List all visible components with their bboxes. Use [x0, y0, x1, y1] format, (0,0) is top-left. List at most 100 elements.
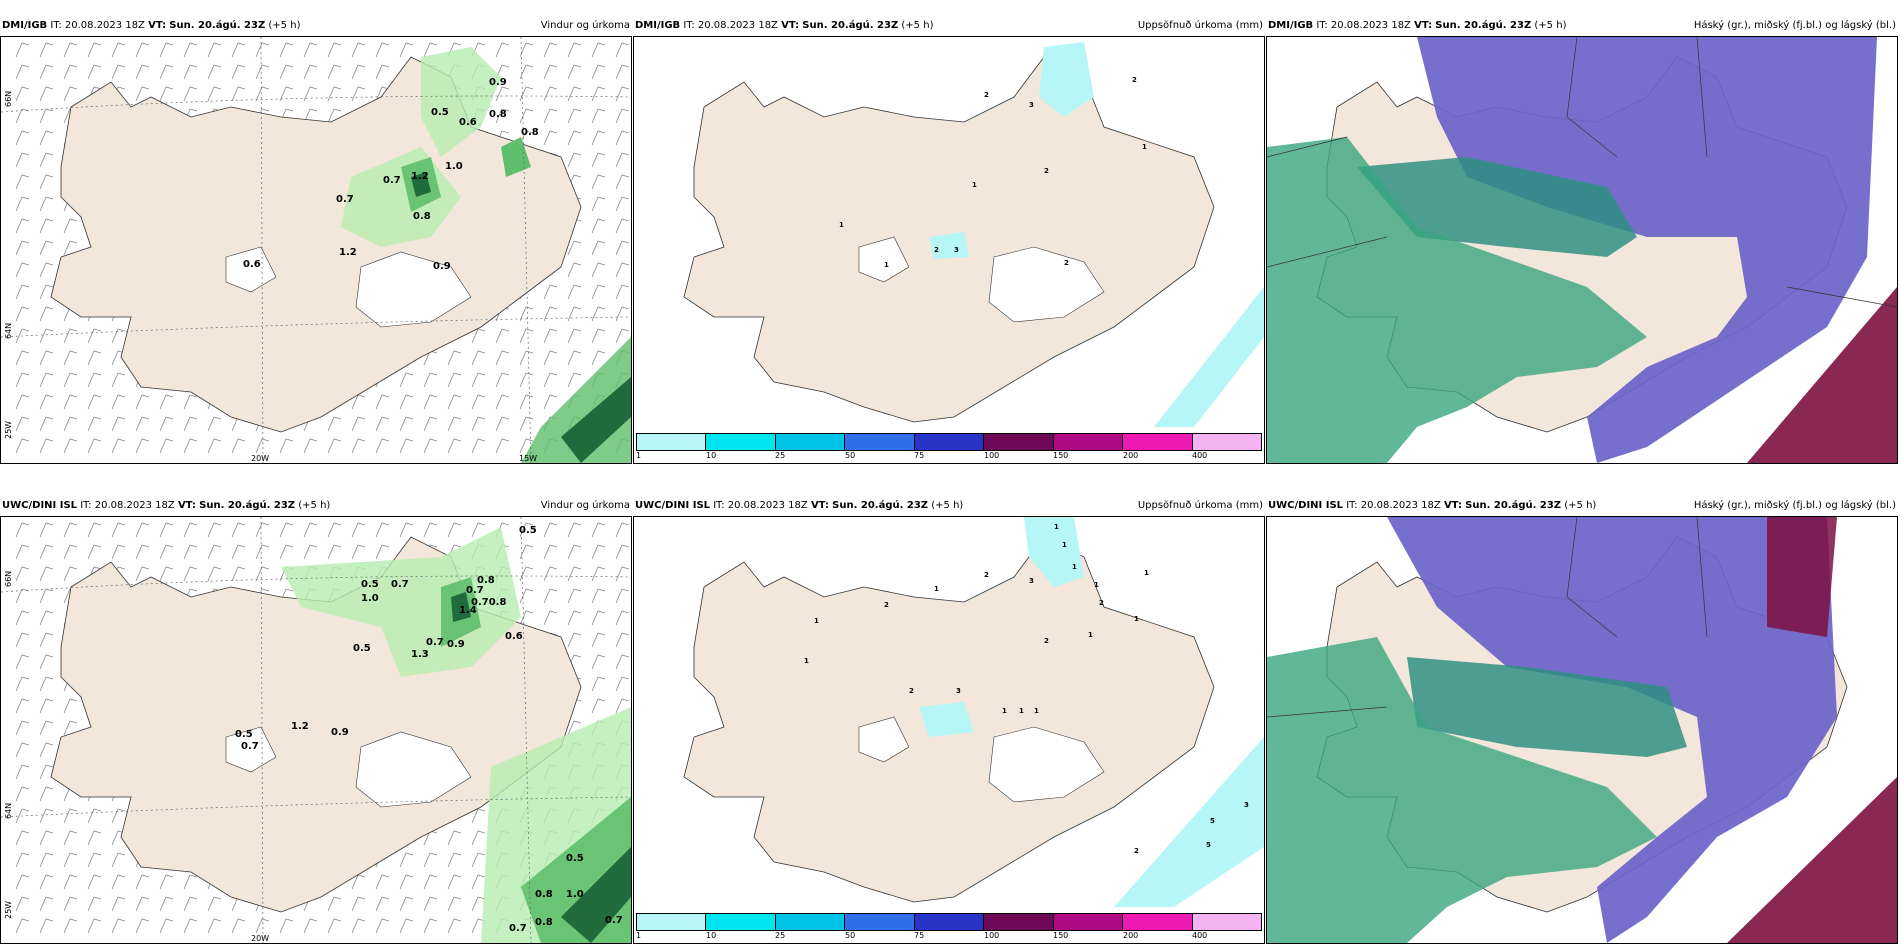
colorbar-labels: 1 10 25 50 75 100 150 200 400: [636, 931, 1262, 943]
precip-area: [411, 172, 431, 197]
precip-value: 1: [1142, 143, 1147, 151]
map-accumulated-precip[interactable]: 1 1 1 2 3 1 1 2 1 2 2 1 1 1 1 2 3 1 1 1: [633, 516, 1265, 944]
precip-value: 1: [1072, 563, 1077, 571]
it-value: 20.08.2023 18Z: [94, 500, 175, 511]
precip-value: 3: [954, 246, 959, 254]
vt-value: Sun. 20.ágú. 23Z: [169, 20, 266, 31]
precip-value: 0.5: [361, 579, 379, 590]
colorbar-tick: 10: [706, 451, 717, 460]
precip-value: 0.9: [447, 639, 465, 650]
map-wind-precip[interactable]: 0.9 0.5 0.6 0.8 0.8 0.7 1.0 0.7 1.2 0.8 …: [0, 36, 632, 464]
panel-title: Uppsöfnuð úrkoma (mm): [1137, 20, 1263, 31]
precip-value: 3: [1244, 801, 1249, 809]
lat-label: 64N: [4, 323, 13, 339]
colorbar-tick: 200: [1123, 451, 1139, 460]
precip-value: 1: [814, 617, 819, 625]
precip-value: 0.6: [243, 259, 261, 270]
colorbar: [636, 913, 1262, 931]
precip-value: 0.5: [431, 107, 449, 118]
vt-label: VT:: [1443, 500, 1462, 511]
precip-area: [451, 592, 471, 622]
model-name: UWC/DINI ISL: [635, 500, 711, 511]
colorbar-cell: [1053, 434, 1124, 450]
precip-value: 1.0: [445, 161, 463, 172]
map-cloud-cover[interactable]: [1266, 516, 1898, 944]
precip-map: 2 3 2 1 2 1 1 1 2 3 2: [683, 42, 1264, 427]
glacier: [858, 236, 910, 283]
precip-value: 0.9: [433, 261, 451, 272]
cb-cloud-area: [1747, 287, 1897, 463]
colorbar-cell: [775, 914, 846, 930]
map-wind-precip[interactable]: 0.5 0.8 0.5 0.7 1.0 0.7 0.70.8 1.4 0.7 0…: [0, 516, 632, 944]
it-label: IT:: [50, 20, 62, 31]
precip-value: 0.7: [336, 194, 354, 205]
glacier: [988, 246, 1105, 323]
lead-time: (+5 h): [901, 20, 934, 31]
precip-value: 1: [1034, 707, 1039, 715]
precip-value: 1: [1002, 707, 1007, 715]
precip-value: 1: [934, 585, 939, 593]
mid-cloud-area: [1407, 657, 1687, 757]
colorbar-tick: 150: [1053, 931, 1069, 940]
precip-value: 0.9: [331, 727, 349, 738]
precip-value: 2: [909, 687, 914, 695]
precip-value: 2: [984, 571, 989, 579]
colorbar-tick: 50: [845, 451, 856, 460]
colorbar-cell: [914, 914, 985, 930]
vt-label: VT:: [1414, 20, 1433, 31]
cb-cloud-area: [1727, 777, 1897, 943]
panel-title: Vindur og úrkoma: [540, 500, 630, 511]
colorbar-cell: [706, 914, 776, 930]
colorbar-tick: 1: [636, 931, 642, 940]
precip-value: 2: [1132, 76, 1137, 84]
colorbar-cell: [637, 434, 707, 450]
precip-value: 1: [1062, 541, 1067, 549]
precip-value: 0.6: [505, 631, 523, 642]
panel-title: Uppsöfnuð úrkoma (mm): [1137, 500, 1263, 511]
precip-value: 1: [1094, 581, 1099, 589]
colorbar-labels: 1 10 25 50 75 100 150 200 400: [636, 451, 1262, 463]
it-label: IT:: [80, 500, 92, 511]
colorbar-cell: [775, 434, 846, 450]
precip-area: [1039, 42, 1094, 117]
vt-label: VT:: [810, 500, 829, 511]
precip-value: 0.6: [459, 117, 477, 128]
precip-value: 1: [1019, 707, 1024, 715]
wind-labels: 0.9 0.5 0.6 0.8 0.8 0.7 1.0 0.7 1.2 0.8 …: [243, 77, 539, 272]
map-cloud-cover[interactable]: [1266, 36, 1898, 464]
precip-value: 0.70.8: [471, 597, 506, 608]
precip-value: 1: [1144, 569, 1149, 577]
precip-value: 1.3: [411, 649, 429, 660]
colorbar-tick: 75: [914, 931, 925, 940]
precip-value: 0.5: [519, 525, 537, 536]
precip-value: 0.9: [489, 77, 507, 88]
vt-value: Sun. 20.ágú. 23Z: [1435, 20, 1532, 31]
lead-time: (+5 h): [268, 20, 301, 31]
grid-lines: [1, 37, 631, 463]
precip-value: 3: [956, 687, 961, 695]
panel-header: DMI/IGB IT: 20.08.2023 18Z VT: Sun. 20.á…: [1266, 16, 1898, 36]
precip-area: [1114, 737, 1264, 907]
precip-value: 2: [1064, 259, 1069, 267]
precip-map: 1 1 1 2 3 1 1 2 1 2 2 1 1 1 1 2 3 1 1 1: [683, 517, 1264, 907]
precip-area: [929, 232, 969, 259]
lat-label: 66N: [4, 571, 13, 587]
colorbar-tick: 75: [914, 451, 925, 460]
cloud-map: [1267, 517, 1897, 943]
colorbar-cell: [637, 914, 707, 930]
precip-value: 3: [1029, 577, 1034, 585]
it-value: 20.08.2023 18Z: [1330, 20, 1411, 31]
precip-area: [421, 47, 501, 157]
colorbar: [636, 433, 1262, 451]
map-accumulated-precip[interactable]: 2 3 2 1 2 1 1 1 2 3 2 1: [633, 36, 1265, 464]
glacier: [355, 731, 472, 808]
precip-value: 0.7: [383, 175, 401, 186]
precip-value: 1.2: [291, 721, 309, 732]
precip-area: [561, 847, 631, 943]
cb-cloud-area: [1767, 517, 1837, 637]
colorbar-tick: 25: [775, 451, 786, 460]
colorbar-cell: [1192, 434, 1261, 450]
precip-value: 2: [984, 91, 989, 99]
vt-label: VT:: [148, 20, 167, 31]
panel-header: UWC/DINI ISL IT: 20.08.2023 18Z VT: Sun.…: [633, 496, 1265, 516]
